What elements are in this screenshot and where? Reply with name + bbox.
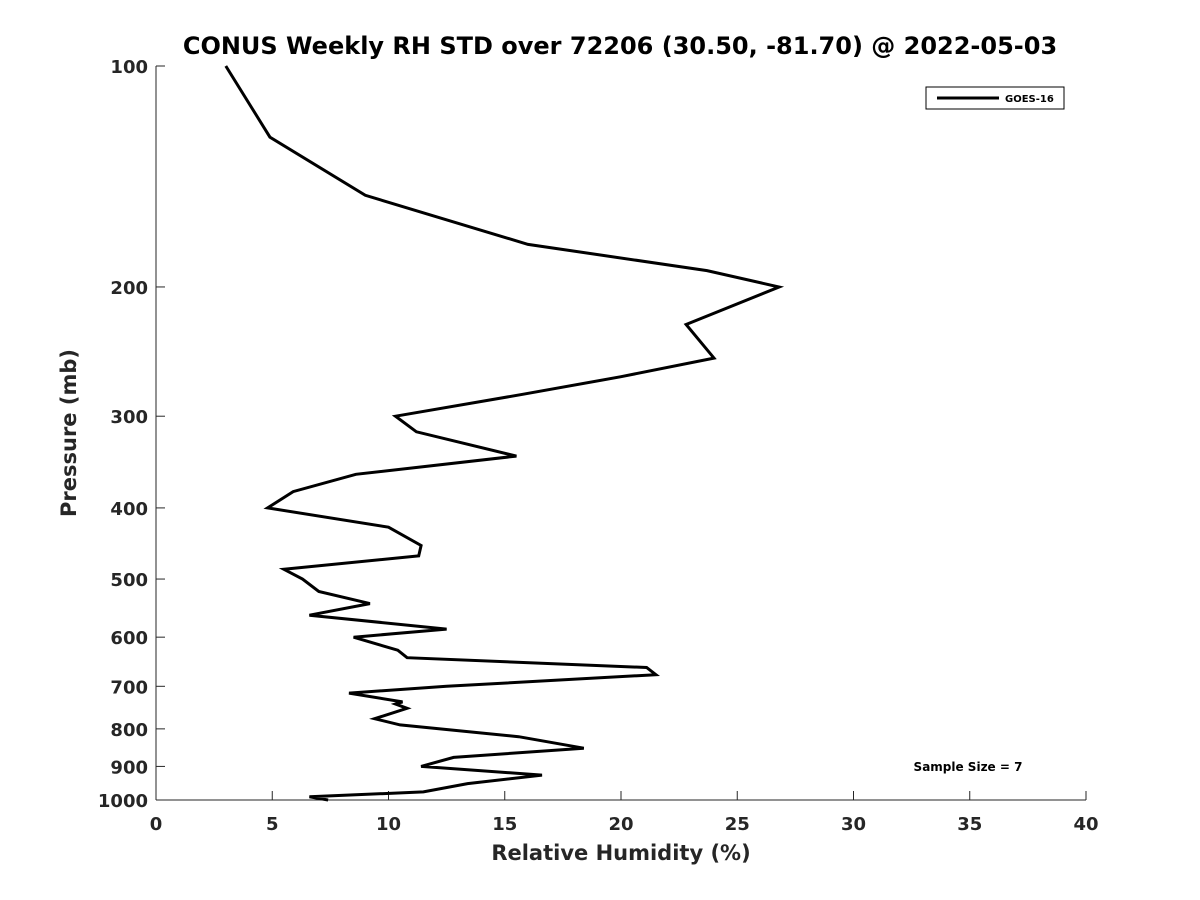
x-ticks: 0 5 10 15 20 25 30 35 40 — [150, 791, 1099, 835]
legend-label-goes-16: GOES-16 — [1005, 94, 1054, 105]
x-tick-label: 0 — [150, 814, 163, 835]
y-tick-label: 900 — [110, 757, 148, 778]
y-tick-label: 500 — [110, 570, 148, 591]
x-tick-label: 10 — [376, 814, 401, 835]
x-tick-label: 30 — [841, 814, 866, 835]
y-axis-label: Pressure (mb) — [57, 349, 81, 517]
x-tick-label: 20 — [608, 814, 633, 835]
x-tick-label: 35 — [957, 814, 982, 835]
y-tick-label: 700 — [110, 677, 148, 698]
y-tick-label: 1000 — [98, 791, 148, 812]
y-ticks: 100 200 300 400 500 600 700 800 900 1000 — [98, 57, 165, 812]
y-tick-label: 600 — [110, 628, 148, 649]
series-line-goes-16 — [224, 65, 785, 802]
chart-title: CONUS Weekly RH STD over 72206 (30.50, -… — [183, 32, 1057, 60]
x-tick-label: 5 — [266, 814, 279, 835]
x-tick-label: 25 — [725, 814, 750, 835]
axes — [155, 66, 1086, 801]
y-tick-label: 200 — [110, 278, 148, 299]
x-tick-label: 15 — [492, 814, 517, 835]
y-tick-label: 400 — [110, 499, 148, 520]
y-tick-label: 300 — [110, 407, 148, 428]
x-axis-label: Relative Humidity (%) — [491, 841, 750, 865]
x-tick-label: 40 — [1073, 814, 1098, 835]
y-tick-label: 800 — [110, 720, 148, 741]
legend: GOES-16 — [925, 86, 1065, 110]
series-group — [224, 65, 785, 802]
sample-size-annotation: Sample Size = 7 — [914, 760, 1023, 774]
y-tick-label: 100 — [110, 57, 148, 78]
